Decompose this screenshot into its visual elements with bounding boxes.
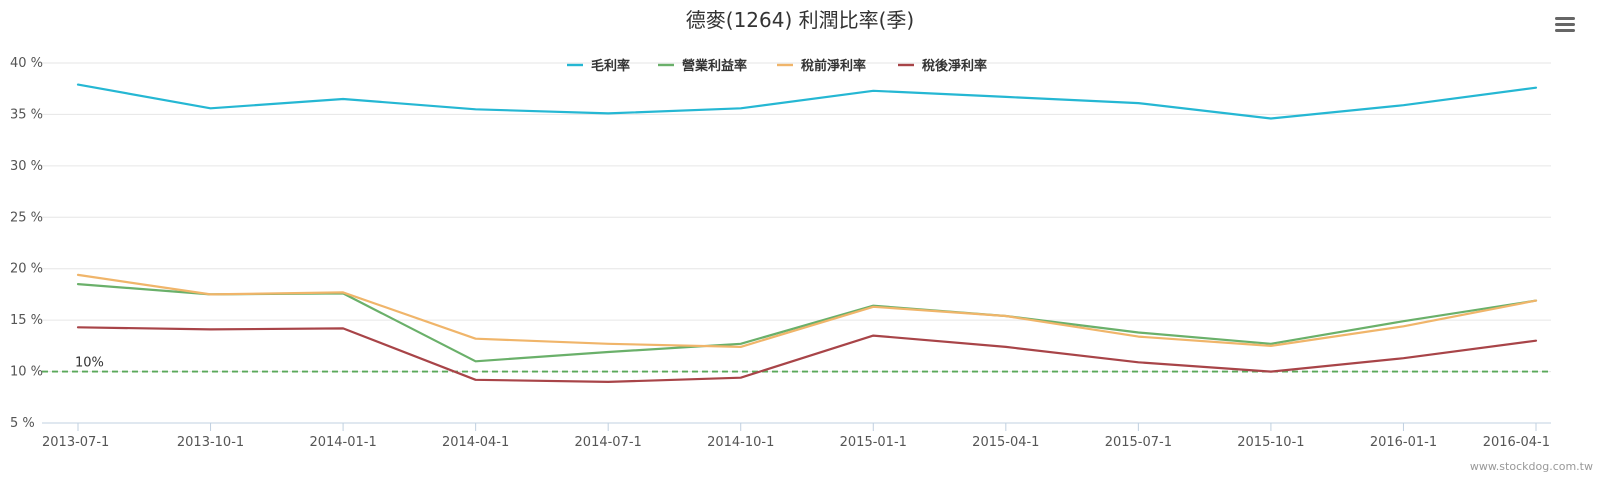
x-tick-label: 2016-04-1 xyxy=(1483,435,1550,450)
legend: 毛利率 營業利益率 稅前淨利率 稅後淨利率 xyxy=(567,58,987,74)
menu-bar-bottom xyxy=(1555,29,1575,32)
x-tick-label: 2014-01-1 xyxy=(309,435,376,450)
y-tick-label: 5 % xyxy=(10,416,35,431)
series-line-1[interactable] xyxy=(76,283,1538,363)
legend-label: 營業利益率 xyxy=(682,58,747,74)
menu-button[interactable] xyxy=(1552,10,1578,36)
series-line-2[interactable] xyxy=(76,273,1538,348)
legend-item-2[interactable]: 稅前淨利率 xyxy=(777,58,866,74)
menu-bar-top xyxy=(1555,17,1575,20)
reference-line-group: 10% xyxy=(42,356,1551,373)
x-axis: 2013-07-1 2013-10-1 2014-01-1 2014-04-1 2014… xyxy=(42,422,1551,450)
series-line-0[interactable] xyxy=(76,83,1538,120)
x-tick-label: 2014-10-1 xyxy=(707,435,774,450)
x-tick-label: 2013-10-1 xyxy=(177,435,244,450)
x-tick-label: 2015-07-1 xyxy=(1105,435,1172,450)
y-axis: 5 % 10 % 15 % 20 % 25 % 30 % 35 % 40 % xyxy=(10,56,43,431)
x-tick-label: 2014-04-1 xyxy=(442,435,509,450)
legend-label: 毛利率 xyxy=(591,58,630,74)
y-tick-label: 30 % xyxy=(10,159,43,174)
chart-title: 德麥(1264) 利潤比率(季) xyxy=(686,8,914,32)
legend-label: 稅前淨利率 xyxy=(801,58,866,74)
y-tick-label: 20 % xyxy=(10,262,43,277)
menu-bar-middle xyxy=(1555,23,1575,26)
series-line-3[interactable] xyxy=(76,326,1538,383)
grid-lines xyxy=(42,62,1551,424)
chart-credit[interactable]: www.stockdog.com.tw xyxy=(1470,460,1593,473)
x-tick-label: 2013-07-1 xyxy=(42,435,109,450)
x-tick-label: 2016-01-1 xyxy=(1370,435,1437,450)
x-tick-label: 2015-10-1 xyxy=(1237,435,1304,450)
y-tick-label: 25 % xyxy=(10,210,43,225)
legend-item-0[interactable]: 毛利率 xyxy=(567,58,630,74)
legend-item-3[interactable]: 稅後淨利率 xyxy=(898,58,987,74)
series-lines xyxy=(76,83,1538,383)
legend-item-1[interactable]: 營業利益率 xyxy=(658,58,747,74)
y-tick-label: 10 % xyxy=(10,365,43,380)
x-tick-label: 2015-01-1 xyxy=(840,435,907,450)
legend-label: 稅後淨利率 xyxy=(922,58,987,74)
y-tick-label: 40 % xyxy=(10,56,43,71)
y-tick-label: 15 % xyxy=(10,313,43,328)
x-tick-label: 2014-07-1 xyxy=(575,435,642,450)
reference-line-label: 10% xyxy=(75,356,104,371)
x-tick-label: 2015-04-1 xyxy=(972,435,1039,450)
y-tick-label: 35 % xyxy=(10,107,43,122)
